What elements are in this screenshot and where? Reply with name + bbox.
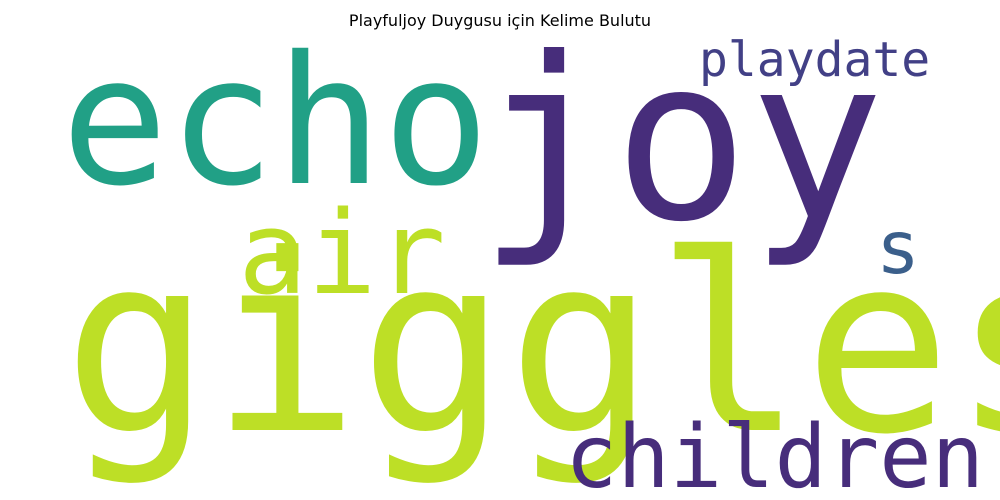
word-air: air (238, 187, 446, 321)
word-s: s (876, 206, 920, 291)
figure-title: Playfuljoy Duygusu için Kelime Bulutu (348, 11, 652, 30)
word-giggles: giggles (63, 203, 1000, 489)
word-echo: echo (61, 18, 490, 225)
word-joy: joy (478, 10, 884, 272)
word-children: children (565, 406, 984, 500)
word-playdate: playdate (699, 32, 930, 88)
